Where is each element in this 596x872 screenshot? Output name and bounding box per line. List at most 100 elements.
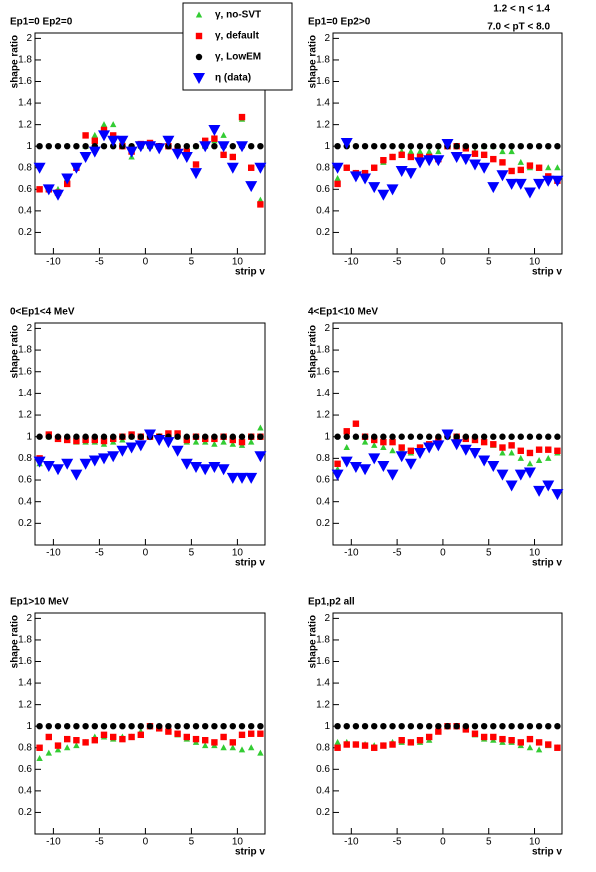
marker	[480, 142, 488, 150]
marker	[542, 480, 555, 492]
marker	[208, 462, 221, 474]
marker	[535, 446, 543, 453]
marker	[82, 722, 89, 730]
marker	[514, 178, 527, 190]
x-tick-label: 0	[143, 548, 149, 559]
plot-frame	[332, 612, 563, 835]
marker	[423, 155, 436, 167]
marker	[257, 433, 264, 440]
marker	[248, 722, 255, 730]
marker	[199, 141, 212, 153]
marker	[334, 722, 341, 730]
y-tick-label: 1.8	[18, 635, 32, 646]
marker	[389, 153, 396, 161]
panel-title: Ep1>10 MeV	[10, 597, 69, 608]
marker	[63, 433, 71, 440]
panel: Ep1=0 Ep2>0 shape ratio strip v 0.2 0.4 0.6 0.…	[308, 4, 564, 278]
y-tick-label: 0.4	[18, 206, 32, 217]
y-tick-label: 1	[26, 141, 32, 152]
marker	[82, 739, 89, 746]
marker	[471, 730, 479, 737]
marker	[211, 440, 218, 447]
marker	[257, 196, 264, 203]
marker	[238, 438, 246, 446]
marker	[517, 739, 524, 746]
marker	[435, 142, 442, 150]
x-tick-label: -5	[393, 837, 402, 848]
marker	[505, 480, 518, 492]
panel: 0<Ep1<4 MeV shape ratio strip v 0.2 0.4 0.6 0.…	[10, 307, 267, 569]
marker	[226, 162, 239, 174]
marker	[407, 722, 415, 730]
marker	[180, 151, 193, 163]
marker	[496, 469, 509, 481]
legend-label: γ, LowEM	[215, 52, 261, 63]
marker	[36, 142, 43, 150]
marker	[45, 142, 52, 150]
marker	[478, 455, 491, 467]
marker	[377, 189, 390, 201]
marker	[380, 444, 387, 451]
plot-frame	[332, 322, 563, 546]
marker	[82, 142, 89, 150]
marker	[116, 135, 129, 147]
marker	[61, 173, 74, 185]
legend-label: γ, no-SVT	[215, 10, 261, 21]
marker	[462, 722, 470, 730]
marker	[508, 449, 515, 456]
legend-marker	[193, 73, 205, 84]
y-tick-label: 1.6	[316, 656, 330, 667]
y-tick-label: 1.4	[316, 98, 330, 109]
y-tick-label: 1.2	[316, 699, 330, 710]
y-tick-label: 0.6	[316, 764, 330, 775]
marker	[343, 428, 350, 435]
marker	[554, 722, 561, 730]
marker	[174, 722, 181, 730]
marker	[52, 464, 64, 476]
marker	[174, 430, 181, 437]
y-tick-label: 1	[324, 721, 330, 732]
marker	[162, 437, 175, 449]
x-tick-label: 5	[486, 257, 492, 268]
marker	[125, 442, 138, 454]
marker	[42, 460, 55, 472]
marker	[174, 730, 181, 737]
marker	[229, 722, 236, 730]
marker	[91, 433, 99, 440]
marker	[73, 737, 80, 744]
marker	[98, 130, 110, 142]
marker	[144, 141, 156, 153]
marker	[380, 157, 387, 164]
marker	[110, 433, 117, 440]
marker	[349, 462, 362, 474]
marker	[220, 733, 227, 741]
marker	[508, 433, 515, 440]
marker	[380, 438, 387, 446]
marker	[542, 175, 555, 187]
marker	[107, 135, 120, 147]
marker	[459, 154, 472, 166]
marker	[535, 746, 543, 753]
marker	[226, 472, 239, 484]
y-axis-label: shape ratio	[10, 35, 21, 88]
marker	[444, 722, 451, 730]
marker	[535, 457, 543, 464]
marker	[45, 733, 52, 741]
marker	[229, 440, 236, 447]
marker	[545, 142, 552, 150]
marker	[407, 142, 415, 150]
marker	[36, 186, 43, 193]
marker	[535, 722, 543, 730]
x-tick-label: 10	[529, 837, 541, 848]
marker	[91, 436, 98, 444]
marker	[54, 746, 62, 753]
x-tick-label: -10	[46, 257, 61, 268]
x-tick-label: 0	[143, 837, 149, 848]
marker	[183, 433, 190, 440]
marker	[389, 722, 396, 730]
marker	[73, 437, 80, 445]
marker	[499, 433, 506, 440]
marker	[526, 735, 534, 743]
marker	[545, 722, 552, 730]
marker	[202, 137, 209, 145]
